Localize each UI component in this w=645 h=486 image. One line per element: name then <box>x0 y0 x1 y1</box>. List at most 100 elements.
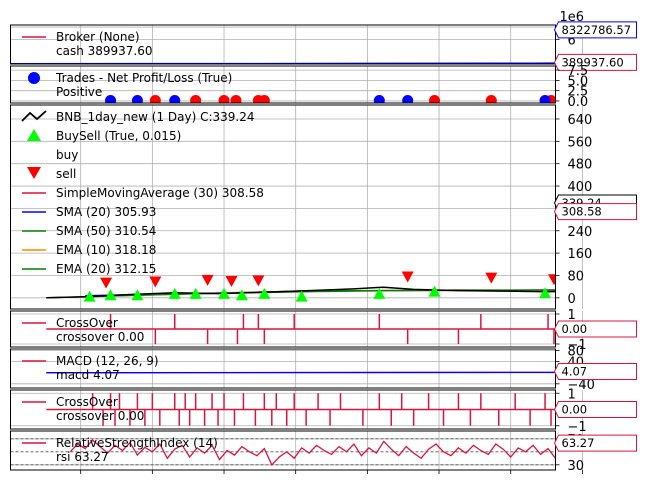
series-line-sma30 <box>100 289 556 297</box>
legend-label: SimpleMovingAverage (30) 308.58 <box>56 186 264 200</box>
legend-swatch-dot <box>28 72 40 84</box>
legend-label: crossover 0.00 <box>56 409 144 423</box>
buy-marker <box>104 289 117 301</box>
axes-frame <box>10 430 556 471</box>
legend-label: Positive <box>56 85 102 99</box>
badge-value: 389937.60 <box>562 55 624 69</box>
legend-label: buy <box>56 148 78 162</box>
legend-label: RelativeStrengthIndex (14) <box>56 436 218 450</box>
buy-marker <box>585 288 597 299</box>
y-tick-label: 160 <box>568 247 593 262</box>
buy-marker <box>373 287 386 299</box>
legend-label: EMA (10) 318.18 <box>56 243 156 257</box>
y-tick-label: 0 <box>568 292 576 307</box>
legend-label: crossover 0.00 <box>56 330 144 344</box>
badge-value: 63.27 <box>562 436 595 450</box>
legend-label: CrossOver <box>56 316 118 330</box>
sell-marker <box>201 274 214 286</box>
y-tick-label: 80 <box>568 344 585 359</box>
legend-label: macd 4.07 <box>56 368 120 382</box>
last-value-badge: 63.27 <box>553 434 637 452</box>
panel-price: 080160240320400480560640339.24308.58BNB_… <box>10 104 637 310</box>
sell-marker <box>401 271 414 283</box>
y-tick-label: 30 <box>568 459 585 474</box>
legend-label: Broker (None) <box>56 30 140 44</box>
y-tick-label: 240 <box>568 225 593 240</box>
buy-marker <box>428 285 441 297</box>
negative-trade-marker <box>429 95 441 103</box>
legend: MACD (12, 26, 9)macd 4.07 <box>22 354 159 382</box>
y-tick-label: 5.0 <box>568 74 589 89</box>
y-tick-label: −1 <box>568 420 587 435</box>
negative-trade-marker <box>190 95 202 103</box>
badge-box <box>553 53 637 71</box>
badge-box <box>553 203 637 221</box>
buy-marker <box>83 290 96 302</box>
sell-marker <box>252 275 265 287</box>
legend-label: SMA (20) 305.93 <box>56 205 156 219</box>
y-tick-label: 1 <box>568 387 576 402</box>
axes-frame <box>10 104 556 310</box>
legend-label: EMA (20) 312.15 <box>56 262 156 276</box>
buy-marker <box>258 287 271 299</box>
positive-trade-marker <box>131 95 143 103</box>
legend-swatch-zigzag <box>21 110 47 122</box>
sell-marker <box>149 276 162 288</box>
positive-trade-marker <box>105 95 117 103</box>
sell-marker <box>225 275 238 287</box>
y-tick-label: 400 <box>568 180 593 195</box>
panel-trades: 0.02.55.07.5 Trades - Net Profit/Loss (Tr… <box>10 64 589 110</box>
buy-marker <box>539 287 552 299</box>
buy-marker <box>295 290 308 302</box>
negative-trade-marker <box>485 95 497 103</box>
badge-box <box>553 320 637 338</box>
legend-label: sell <box>56 167 76 181</box>
sell-marker <box>485 272 498 284</box>
plot-area <box>10 62 556 64</box>
series-line-rsi <box>69 439 556 466</box>
last-value-badge: 4.07 <box>553 363 637 381</box>
legend: Trades - Net Profit/Loss (True)Positive <box>28 71 232 99</box>
buy-marker <box>617 287 629 298</box>
legend-label: BuySell (True, 0.015) <box>56 129 181 143</box>
last-value-badge: 0.00 <box>553 401 637 418</box>
legend-label: Trades - Net Profit/Loss (True) <box>55 71 232 85</box>
badge-box <box>553 21 637 39</box>
plot-area <box>105 95 556 103</box>
plot-area <box>46 393 556 426</box>
buy-marker <box>189 287 202 299</box>
last-value-badge: 0.00 <box>553 320 637 338</box>
positive-trade-marker <box>539 95 551 103</box>
buy-marker <box>218 287 231 299</box>
badge-box <box>553 401 637 418</box>
y-tick-label: 0.0 <box>568 95 589 110</box>
badge-box <box>553 434 637 452</box>
negative-trade-marker <box>218 95 230 103</box>
badge-value: 0.00 <box>562 322 588 336</box>
series-line-close <box>46 286 556 299</box>
positive-trade-marker <box>373 95 385 103</box>
y-tick-label: 560 <box>568 135 593 150</box>
plot-area <box>46 314 556 344</box>
legend-label: SMA (50) 310.54 <box>56 224 156 238</box>
axes-frame <box>10 24 556 65</box>
negative-trade-marker <box>149 95 161 103</box>
positive-trade-marker <box>402 95 414 103</box>
y-tick-label: 6 <box>568 33 576 48</box>
legend: BNB_1day_new (1 Day) C:339.24 BuySell (Tr… <box>21 110 264 276</box>
legend-label: cash 389937.60 <box>56 44 153 58</box>
last-value-badge: 308.58 <box>553 203 637 221</box>
axes-frame <box>10 65 556 104</box>
y-tick-label: 480 <box>568 158 593 173</box>
legend-label: MACD (12, 26, 9) <box>56 354 159 368</box>
y-tick-label: 7.5 <box>568 64 589 79</box>
y-tick-label: −1 <box>568 338 587 353</box>
last-value-badge: 389937.60 <box>553 53 637 71</box>
